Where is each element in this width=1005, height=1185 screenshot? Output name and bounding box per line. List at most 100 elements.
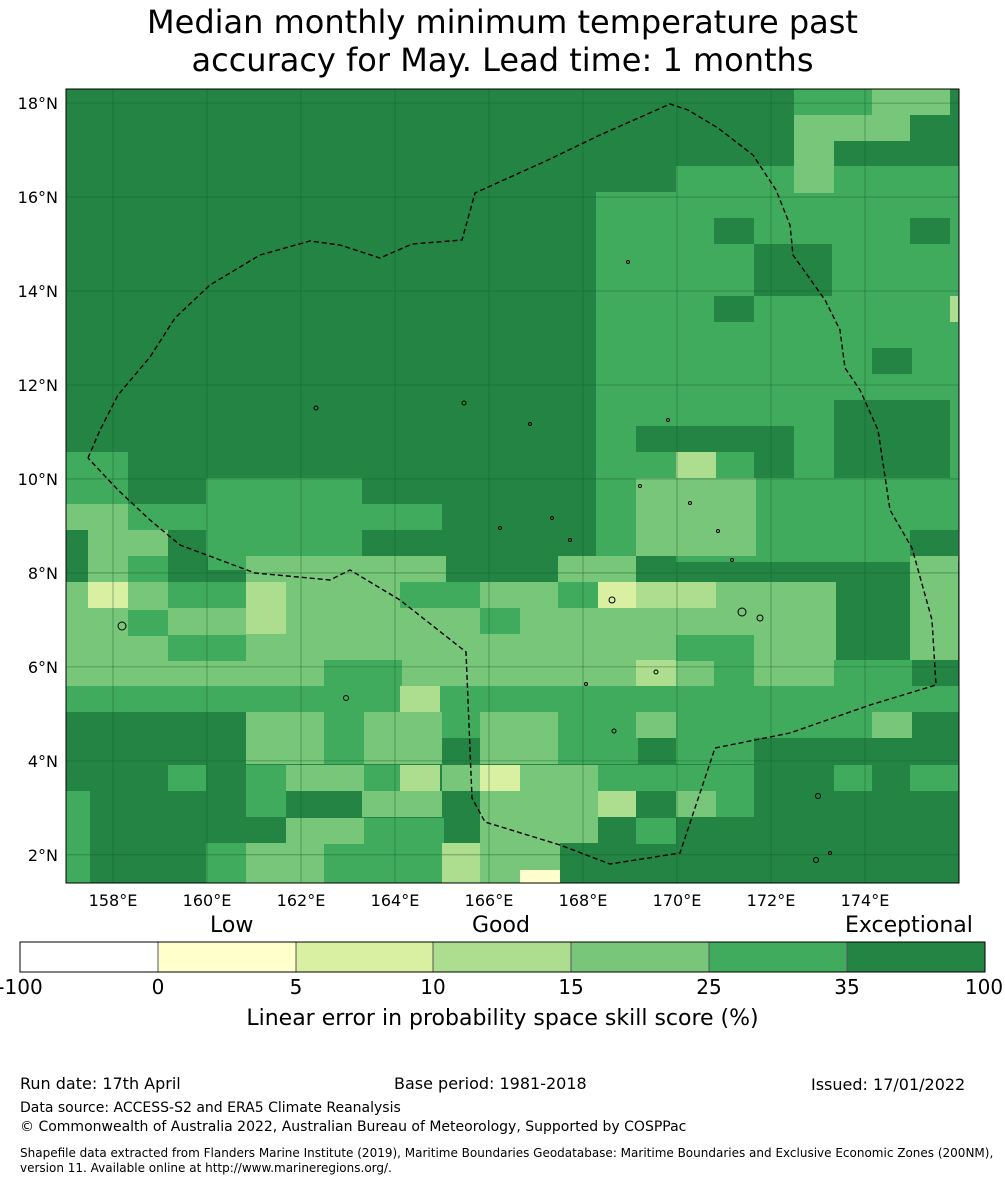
colorbar-segment	[570, 941, 710, 973]
grid-cell	[362, 791, 442, 817]
longitude-tick-label: 160°E	[183, 891, 232, 910]
grid-cell	[714, 818, 754, 883]
grid-cell	[636, 712, 676, 738]
base-period: Base period: 1981-2018	[394, 1074, 587, 1093]
latitude-tick-label: 8°N	[28, 564, 58, 583]
grid-cell	[362, 504, 442, 530]
grid-cell	[872, 765, 910, 791]
grid-cell	[168, 765, 208, 791]
grid-cell	[754, 426, 794, 478]
shapefile-credit: Shapefile data extracted from Flanders M…	[20, 1146, 994, 1175]
island	[638, 484, 642, 488]
grid-cell	[910, 738, 958, 764]
grid-cell	[636, 660, 676, 686]
colorbar-segment	[846, 941, 986, 973]
longitude-tick-label: 172°E	[747, 891, 796, 910]
colorbar-category-exceptional: Exceptional	[845, 913, 973, 938]
grid-cell	[66, 504, 128, 530]
grid-cell	[520, 870, 560, 883]
grid-cell	[598, 582, 638, 608]
colorbar-tick: 100	[964, 975, 1004, 999]
grid-cell	[88, 582, 128, 608]
map-frame	[65, 88, 960, 884]
grid-cell	[66, 686, 959, 712]
latitude-tick-label: 2°N	[28, 846, 58, 865]
longitude-tick-label: 158°E	[89, 891, 138, 910]
colorbar-tick: 10	[420, 975, 446, 999]
grid-cell	[66, 738, 206, 764]
grid-cell	[714, 660, 754, 764]
grid-cell	[66, 791, 90, 883]
grid-cell	[400, 686, 440, 712]
grid-cell	[676, 452, 716, 478]
grid-cell	[910, 218, 950, 244]
grid-cell	[286, 765, 364, 791]
latitude-tick-label: 6°N	[28, 658, 58, 677]
grid-cell	[910, 530, 958, 556]
colorbar-segment	[19, 941, 159, 973]
grid-cell	[910, 686, 958, 712]
grid-cell	[636, 478, 756, 556]
colorbar-label: Linear error in probability space skill …	[246, 1006, 759, 1031]
longitude-tick-label: 162°E	[277, 891, 326, 910]
latitude-tick-label: 4°N	[28, 752, 58, 771]
island	[343, 695, 349, 701]
island	[550, 516, 554, 520]
grid-cell	[714, 296, 754, 322]
grid-cell	[636, 426, 754, 452]
latitude-tick-label: 18°N	[18, 94, 58, 113]
colorbar-segment	[708, 941, 848, 973]
island	[568, 538, 572, 542]
island	[756, 614, 764, 622]
grid-cell	[910, 556, 958, 660]
island	[498, 526, 502, 530]
island	[461, 400, 467, 406]
grid-cell	[128, 556, 168, 582]
island	[716, 529, 720, 533]
grid-cell	[286, 818, 364, 844]
island	[611, 728, 617, 734]
grid-cell	[872, 89, 950, 115]
grid-cell	[676, 712, 716, 764]
colorbar	[19, 941, 986, 973]
island	[730, 558, 734, 562]
colorbar-category-good: Good	[472, 913, 530, 938]
grid-cell	[834, 765, 874, 791]
grid-cell	[794, 89, 872, 115]
grid-cell	[66, 712, 90, 738]
grid-cell	[834, 791, 958, 883]
colorbar-category-low: Low	[210, 913, 254, 938]
latitude-tick-label: 12°N	[18, 376, 58, 395]
longitude-tick-label: 166°E	[465, 891, 514, 910]
island	[813, 857, 819, 863]
island	[117, 621, 127, 631]
colorbar-segment	[432, 941, 572, 973]
colorbar-segment	[295, 941, 434, 973]
graticule	[66, 89, 959, 883]
grid-cell	[558, 556, 638, 582]
grid-cell	[910, 765, 958, 791]
grid-cell	[66, 452, 128, 504]
island	[666, 418, 670, 422]
grid-cell	[364, 712, 442, 764]
grid-cell	[558, 765, 598, 791]
longitude-tick-label: 170°E	[653, 891, 702, 910]
grid-cell	[440, 686, 480, 738]
grid-cell	[364, 765, 404, 791]
grid-cell	[364, 818, 444, 844]
grid-cell	[636, 818, 676, 844]
grid-cell	[480, 791, 598, 843]
islands	[117, 260, 832, 863]
grid-cell	[128, 610, 168, 636]
grid-cell	[90, 765, 168, 791]
grid-cell	[558, 582, 598, 608]
longitude-tick-label: 164°E	[371, 891, 420, 910]
grid-cell	[714, 218, 754, 244]
colorbar-tick: -100	[0, 975, 43, 999]
grid-cell	[636, 582, 716, 608]
grid-cell	[246, 765, 286, 817]
longitude-tick-label: 168°E	[559, 891, 608, 910]
grid-cell	[598, 791, 636, 817]
grid-cell	[206, 765, 246, 843]
